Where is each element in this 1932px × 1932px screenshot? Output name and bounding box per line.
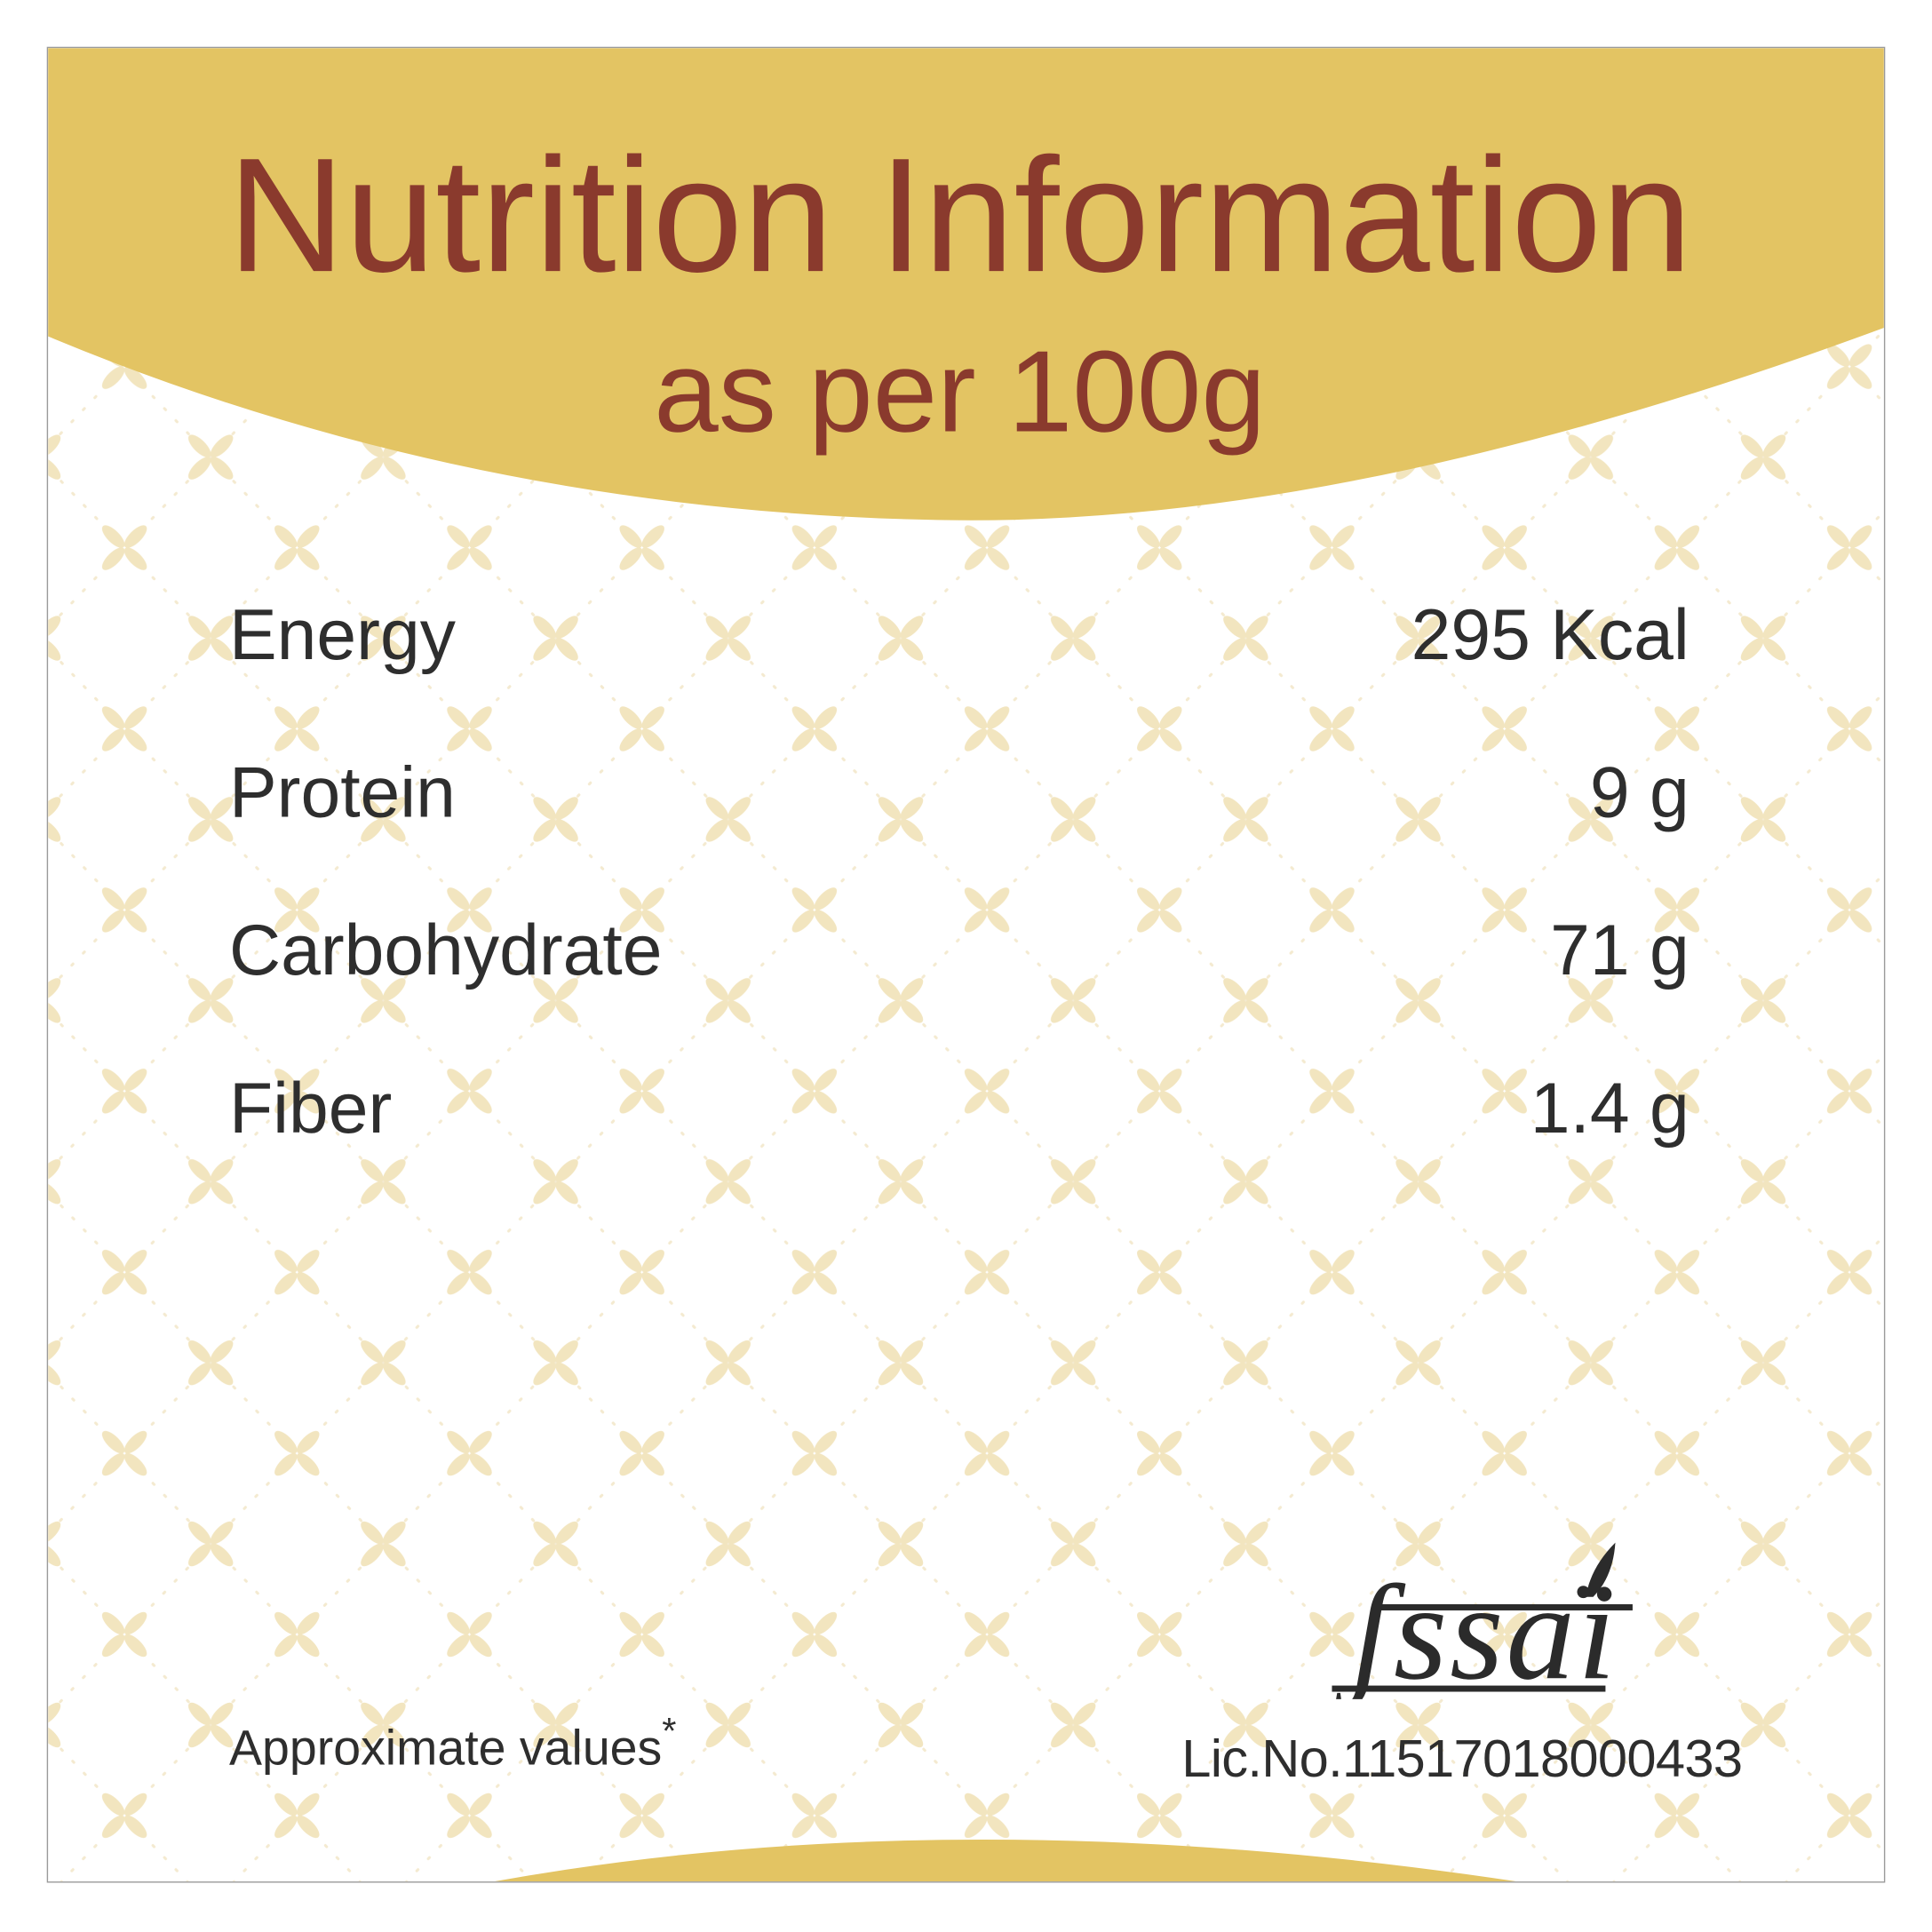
nutrient-value-fiber: 1.4 g [1530,1068,1690,1149]
nutrient-value-protein: 9 g [1589,752,1690,833]
nutrient-label-fiber: Fiber [229,1068,393,1149]
approximate-note-text: Approximate values [229,1721,663,1776]
svg-text:ʃssai: ʃssai [1335,1555,1618,1699]
nutrient-value-carbohydrate: 71 g [1550,910,1690,991]
asterisk: * [662,1711,677,1753]
nutrient-label-carbohydrate: Carbohydrate [229,910,663,991]
top-band [48,48,1884,521]
card-frame: Nutrition Information as per 100g Energy… [46,46,1886,1883]
approximate-note: Approximate values* [229,1713,677,1776]
bottom-band [494,1840,1517,1882]
license-number: Lic.No.11517018000433 [1181,1729,1743,1790]
nutrient-label-energy: Energy [229,594,456,676]
fssai-logo: ʃssai [1332,1542,1633,1699]
nutrient-label-protein: Protein [229,752,456,833]
background-pattern [48,48,1884,1882]
page-subtitle: as per 100g [654,326,1266,457]
nutrient-value-energy: 295 Kcal [1411,594,1690,676]
page-title: Nutrition Information [227,124,1692,306]
